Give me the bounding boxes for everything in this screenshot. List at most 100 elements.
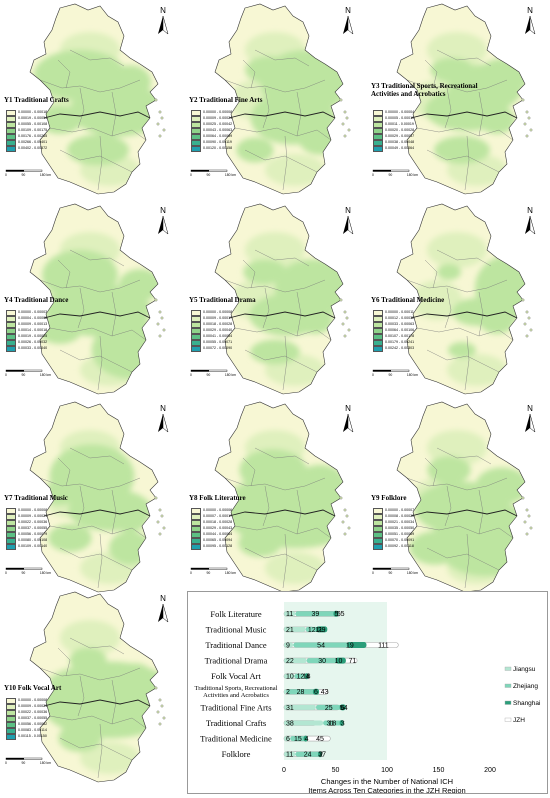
density-hotspot (245, 56, 295, 84)
value-shanghai: 4 (305, 736, 309, 743)
north-arrow-icon-half (162, 15, 169, 35)
legend-range: 0.00065 - 0.00094 (203, 538, 233, 543)
province-border (228, 111, 336, 119)
legend-range: 0.00055 - 0.00071 (203, 340, 233, 345)
density-hotspot (430, 57, 474, 83)
legend-range: 0.00000 - 0.00007 (385, 508, 415, 513)
bar-jiangsu (284, 720, 324, 726)
legend-row: 0.00009 - 0.00021 (6, 704, 47, 710)
legend-swatch (191, 346, 201, 352)
legend-row: 0.00037 - 0.00055 (6, 716, 47, 722)
island (529, 128, 533, 132)
city-border (254, 249, 310, 267)
value-zhejiang: 18 (329, 720, 337, 727)
city-border (77, 675, 85, 717)
city-border (444, 287, 452, 329)
bar-zhejiang (294, 673, 307, 679)
legend-range: 0.00025 - 0.00042 (203, 122, 233, 127)
legend-row: 0.00080 - 0.00108 (6, 538, 47, 544)
density-zone (60, 620, 120, 656)
city-border (111, 291, 117, 337)
density-hotspot (250, 339, 300, 365)
value-jiangsu: 22 (286, 658, 294, 665)
city-border (424, 259, 438, 289)
legend-swatch (373, 334, 383, 340)
legend-range: 0.00051 - 0.00069 (385, 532, 415, 537)
island (158, 134, 162, 138)
cat-traditional-crafts-label: Traditional Crafts (206, 718, 266, 728)
value-shanghai: 4 (306, 674, 310, 681)
legend-swatch (373, 328, 383, 334)
legend-row: 0.00402 - 0.00572 (6, 146, 47, 152)
legend-swatch (6, 538, 16, 544)
value-zhejiang: 12 (297, 674, 305, 681)
legend-swatch (6, 728, 16, 734)
value-shanghai: 5 (335, 611, 339, 618)
legend-row: 0.00242 - 0.00303 (373, 346, 414, 352)
legend-swatch (373, 532, 383, 538)
province-border (228, 509, 336, 517)
density-hotspot (452, 298, 502, 326)
legend-range: 0.00000 - 0.00003 (18, 310, 48, 315)
legend-range: 0.00020 - 0.00028 (385, 128, 415, 133)
city-border (478, 291, 484, 337)
bar-jiangsu (284, 642, 294, 648)
scale-label: 0 (190, 173, 192, 177)
legend-row: 0.00009 - 0.00017 (191, 316, 232, 322)
legend-row: 0.00033 - 0.00063 (373, 322, 414, 328)
city-border (416, 525, 514, 539)
density-hotspot (409, 531, 461, 565)
legend-row: 0.00022 - 0.00036 (6, 520, 47, 526)
scale-label: 0 (5, 173, 7, 177)
legend-swatch (373, 544, 383, 550)
scale-labels: 0 90 180 km (5, 373, 51, 377)
scale-labels: 0 90 180 km (372, 571, 418, 575)
city-border (224, 79, 326, 93)
legend-range: 0.00000 - 0.00008 (203, 110, 233, 115)
bar-zhejiang (295, 751, 321, 757)
legend-row: 0.00065 - 0.00094 (191, 538, 232, 544)
legend-swatch (6, 346, 16, 352)
value-jzh: 55 (337, 611, 345, 618)
island (160, 316, 164, 320)
scale-label: 90 (388, 571, 393, 575)
map-panel-y8: N 0 90 180 km Y8 Folk Literature 0.00000 - 0.… (185, 398, 368, 594)
city-border (39, 477, 141, 491)
legend-swatch (6, 134, 16, 140)
scale-label: 0 (5, 761, 7, 765)
legend-label-zhejiang: Zhejiang (513, 683, 538, 690)
legend-range: 0.00041 - 0.00054 (203, 334, 233, 339)
value-jzh: 45 (316, 736, 324, 743)
island (341, 322, 345, 326)
value-jiangsu: 21 (286, 627, 294, 634)
north-label: N (527, 6, 533, 15)
legend-row: 0.00055 - 0.00108 (6, 122, 47, 128)
scale-labels: 0 90 180 km (5, 173, 51, 177)
island (158, 310, 162, 314)
island (527, 514, 531, 518)
legend-swatch (191, 322, 201, 328)
value-shanghai: 19 (346, 642, 354, 649)
scale-label: 180 km (39, 571, 51, 575)
map-panel-y2: N 0 90 180 km Y2 Traditional Fine Arts 0.0000… (185, 0, 368, 196)
legend-row: 0.00035 - 0.00050 (373, 526, 414, 532)
north-label: N (160, 6, 166, 15)
city-border (282, 335, 288, 391)
legend-range: 0.00092 - 0.00118 (385, 544, 414, 549)
legend-range: 0.00008 - 0.00020 (385, 514, 415, 519)
province-border (43, 111, 151, 119)
island (529, 328, 533, 332)
x-tick-label: 200 (484, 767, 496, 774)
density-zone (265, 154, 325, 186)
legend-swatch (373, 520, 383, 526)
legend-range: 0.00022 - 0.00036 (18, 710, 48, 715)
legend-label-jiangsu: Jiangsu (513, 666, 536, 673)
city-border (244, 149, 318, 173)
legend-row: 0.00012 - 0.00032 (373, 316, 414, 322)
city-border (282, 533, 288, 589)
ich-chart: Folk Literature 11 39 5 55 Traditional Music 2… (187, 591, 548, 795)
density-map (190, 401, 354, 593)
island (347, 526, 351, 530)
bar-shanghai (339, 720, 344, 726)
legend-row: 0.00092 - 0.00118 (373, 544, 414, 550)
